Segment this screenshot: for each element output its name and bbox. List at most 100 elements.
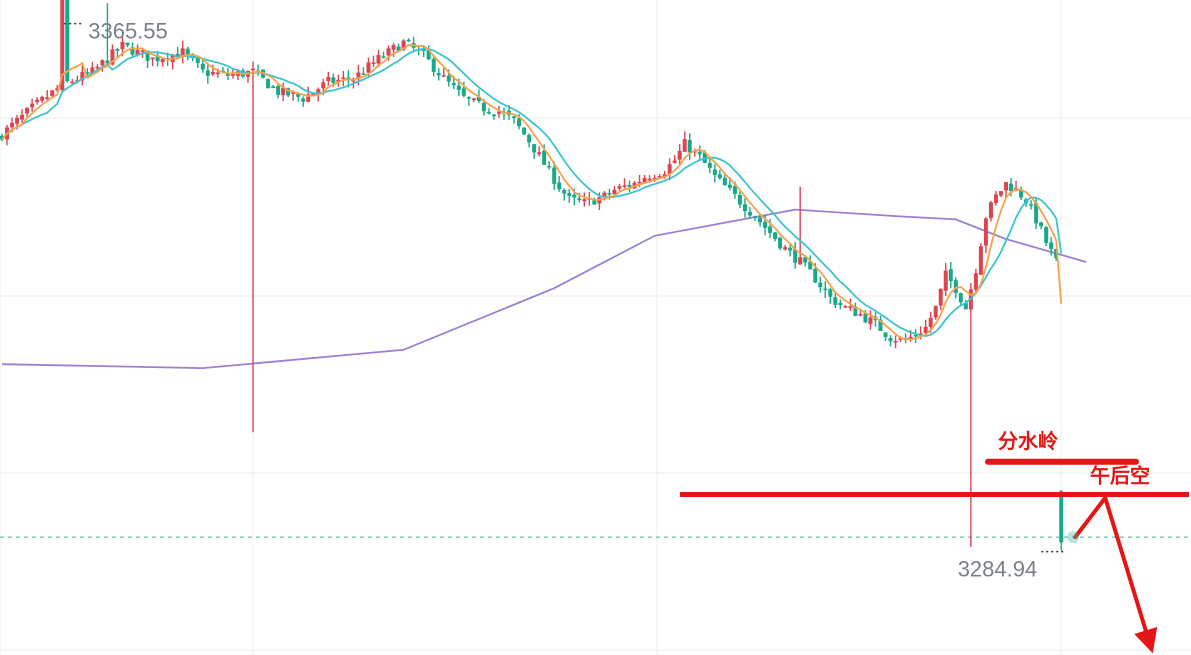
candle-body xyxy=(963,303,968,310)
candle-body xyxy=(918,333,923,336)
candle-body xyxy=(642,178,647,183)
candle-body xyxy=(622,185,627,187)
candle-body xyxy=(115,49,120,51)
candle-body xyxy=(316,89,321,95)
candle-body xyxy=(296,93,301,97)
candle-body xyxy=(667,164,672,174)
candle-body xyxy=(356,72,361,80)
candle-body xyxy=(798,257,803,265)
candle-body xyxy=(145,50,150,61)
candle-body xyxy=(426,49,431,60)
low-price-label: 3284.94 xyxy=(958,557,1038,582)
candle-body xyxy=(833,297,838,305)
candle-body xyxy=(567,192,572,196)
candle-body xyxy=(1049,242,1054,250)
candle-body xyxy=(120,41,125,50)
candle-body xyxy=(893,341,898,343)
candle-body xyxy=(557,182,562,190)
candle-body xyxy=(130,47,135,55)
candle-body xyxy=(888,338,893,342)
candle-body xyxy=(476,96,481,101)
candle-body xyxy=(818,282,823,288)
candle-body xyxy=(958,293,963,303)
candle-body xyxy=(105,60,110,64)
candle-body xyxy=(1054,248,1059,259)
candle-body xyxy=(100,60,105,66)
candle-body xyxy=(366,62,371,73)
candle-body xyxy=(843,306,848,308)
candle-body xyxy=(215,72,220,74)
candle-body xyxy=(773,232,778,239)
candle-body xyxy=(828,289,833,297)
candle-body xyxy=(90,67,95,74)
candle-body xyxy=(677,150,682,160)
candle-body xyxy=(717,174,722,179)
candle-body xyxy=(391,45,396,50)
candle-body xyxy=(547,165,552,168)
candle-body xyxy=(858,313,863,316)
candle-body xyxy=(85,72,90,74)
current-price-dot xyxy=(1067,531,1080,544)
candle-body xyxy=(793,249,798,263)
candle-body xyxy=(838,302,843,305)
candle-body xyxy=(70,81,75,84)
candle-body xyxy=(527,134,532,143)
candle-body xyxy=(150,57,155,60)
candle-body xyxy=(617,186,622,189)
candle-body xyxy=(542,150,547,165)
candle-body xyxy=(140,50,145,53)
candle-body xyxy=(627,185,632,187)
candle-body xyxy=(592,199,597,205)
candle-body xyxy=(737,194,742,205)
candle-body xyxy=(537,152,542,155)
candle-body xyxy=(602,192,607,197)
candle-body xyxy=(978,246,983,275)
candle-body xyxy=(491,114,496,117)
candle-body xyxy=(135,49,140,55)
candle-body xyxy=(481,102,486,112)
candle-body xyxy=(948,269,953,282)
candle-body xyxy=(552,167,557,184)
candle-body xyxy=(612,189,617,195)
candle-body xyxy=(376,55,381,64)
candle-body xyxy=(1009,183,1014,192)
candle-body xyxy=(747,211,752,216)
candle-body xyxy=(577,198,582,200)
candle-body xyxy=(195,57,200,64)
annotation-afternoon-short: 午后空 xyxy=(1090,464,1150,488)
candle-body xyxy=(662,174,667,178)
candle-body xyxy=(878,319,883,331)
candle-body xyxy=(512,116,517,119)
candle-body xyxy=(853,306,858,317)
candle-body xyxy=(461,88,466,96)
candle-body xyxy=(381,56,386,58)
candle-body xyxy=(933,305,938,318)
candle-body xyxy=(803,257,808,263)
candle-body xyxy=(200,63,205,70)
candle-body xyxy=(421,49,426,52)
candle-body xyxy=(657,176,662,178)
candle-body xyxy=(55,88,60,91)
ma-mid-path xyxy=(1,47,1063,338)
candle-body xyxy=(276,85,281,95)
candle-body xyxy=(522,127,527,135)
candle-body xyxy=(281,87,286,96)
candle-body xyxy=(652,177,657,180)
candle-body xyxy=(848,306,853,308)
candle-body xyxy=(823,288,828,291)
candle-body xyxy=(913,334,918,337)
candle-body xyxy=(271,86,276,88)
candle-body xyxy=(753,216,757,219)
candle-body xyxy=(582,199,587,202)
ma-fast-line xyxy=(1,44,1063,341)
candle-body xyxy=(0,135,4,140)
annotation-watershed: 分水岭 xyxy=(998,429,1058,453)
candle-body xyxy=(35,99,40,103)
candle-body xyxy=(446,75,451,82)
candle-body xyxy=(953,280,958,293)
candle-body xyxy=(175,53,180,58)
candle-body xyxy=(291,92,296,94)
candle-body xyxy=(993,194,998,204)
ma-slow-path xyxy=(1,208,1087,370)
